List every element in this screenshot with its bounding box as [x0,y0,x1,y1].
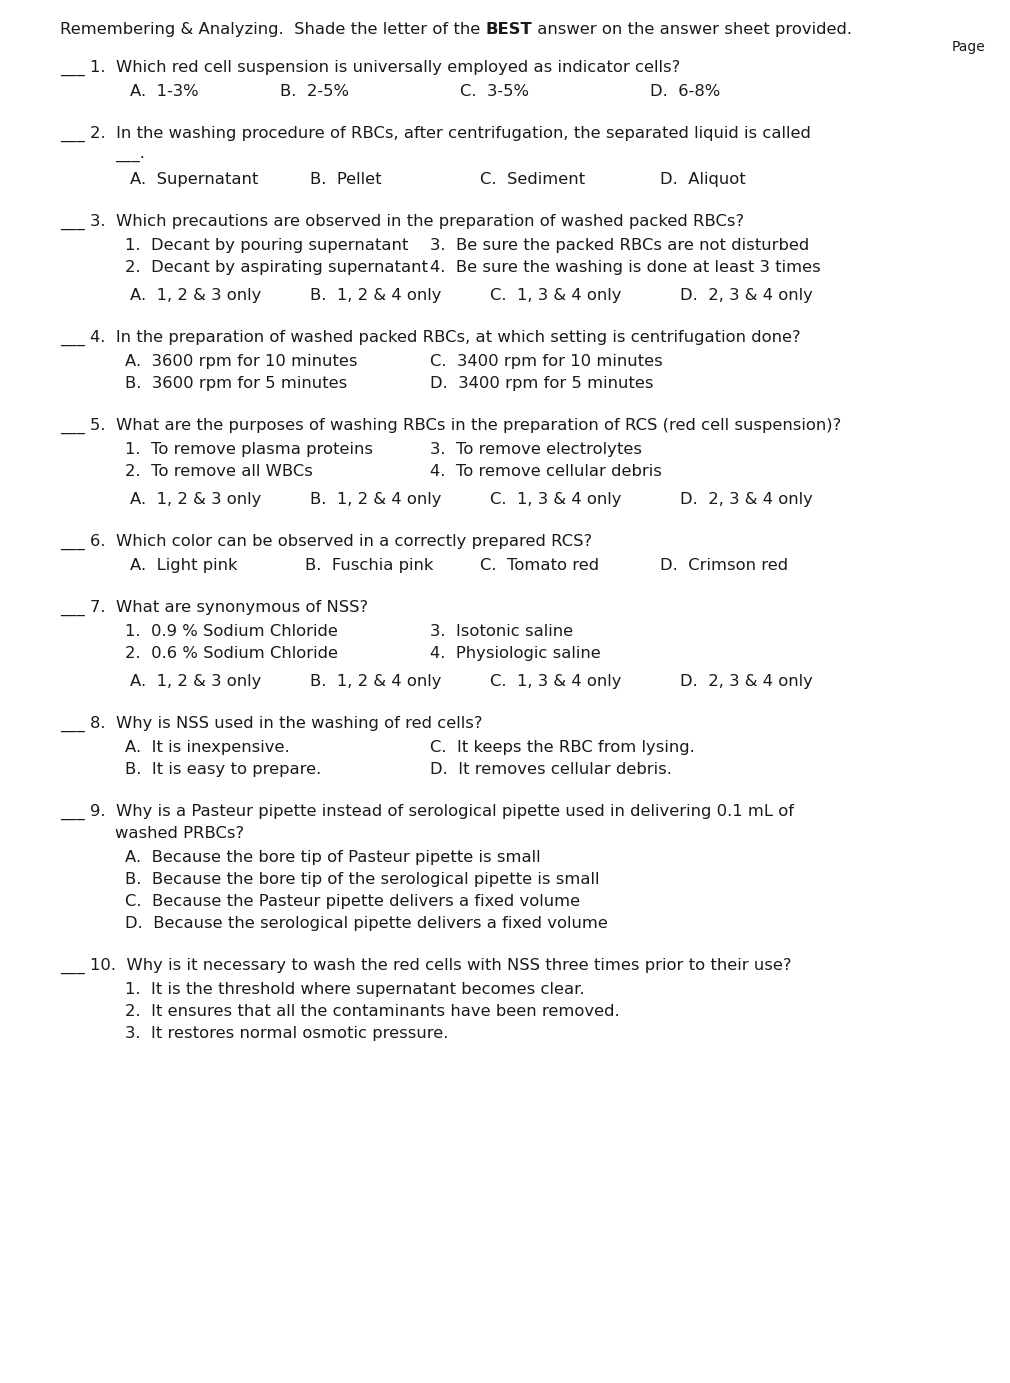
Text: B.  Pellet: B. Pellet [310,171,382,187]
Text: C.  Tomato red: C. Tomato red [480,557,599,573]
Text: 1.  It is the threshold where supernatant becomes clear.: 1. It is the threshold where supernatant… [125,982,585,997]
Text: 3.  Be sure the packed RBCs are not disturbed: 3. Be sure the packed RBCs are not distu… [430,238,809,253]
Text: A.  Light pink: A. Light pink [130,557,237,573]
Text: D.  6-8%: D. 6-8% [650,84,720,100]
Text: A.  Supernatant: A. Supernatant [130,171,259,187]
Text: 4.  Physiologic saline: 4. Physiologic saline [430,646,601,661]
Text: 4.  Be sure the washing is done at least 3 times: 4. Be sure the washing is done at least … [430,260,821,275]
Text: ___ 8.  Why is NSS used in the washing of red cells?: ___ 8. Why is NSS used in the washing of… [60,716,483,732]
Text: ___ 6.  Which color can be observed in a correctly prepared RCS?: ___ 6. Which color can be observed in a … [60,534,592,550]
Text: ___ 4.  In the preparation of washed packed RBCs, at which setting is centrifuga: ___ 4. In the preparation of washed pack… [60,331,801,346]
Text: 2.  To remove all WBCs: 2. To remove all WBCs [125,465,313,479]
Text: D.  2, 3 & 4 only: D. 2, 3 & 4 only [680,492,813,508]
Text: B.  2-5%: B. 2-5% [280,84,349,100]
Text: D.  3400 rpm for 5 minutes: D. 3400 rpm for 5 minutes [430,376,653,391]
Text: D.  2, 3 & 4 only: D. 2, 3 & 4 only [680,674,813,689]
Text: 2.  Decant by aspirating supernatant: 2. Decant by aspirating supernatant [125,260,428,275]
Text: D.  Crimson red: D. Crimson red [660,557,788,573]
Text: A.  1, 2 & 3 only: A. 1, 2 & 3 only [130,492,262,508]
Text: C.  3-5%: C. 3-5% [460,84,529,100]
Text: B.  1, 2 & 4 only: B. 1, 2 & 4 only [310,288,441,303]
Text: D.  2, 3 & 4 only: D. 2, 3 & 4 only [680,288,813,303]
Text: A.  1-3%: A. 1-3% [130,84,199,100]
Text: B.  It is easy to prepare.: B. It is easy to prepare. [125,762,321,777]
Text: ___ 2.  In the washing procedure of RBCs, after centrifugation, the separated li: ___ 2. In the washing procedure of RBCs,… [60,126,811,142]
Text: D.  It removes cellular debris.: D. It removes cellular debris. [430,762,672,777]
Text: BEST: BEST [486,22,532,37]
Text: B.  1, 2 & 4 only: B. 1, 2 & 4 only [310,674,441,689]
Text: ___ 5.  What are the purposes of washing RBCs in the preparation of RCS (red cel: ___ 5. What are the purposes of washing … [60,418,841,434]
Text: A.  Because the bore tip of Pasteur pipette is small: A. Because the bore tip of Pasteur pipet… [125,851,540,864]
Text: ___ 9.  Why is a Pasteur pipette instead of serological pipette used in deliveri: ___ 9. Why is a Pasteur pipette instead … [60,804,794,820]
Text: A.  3600 rpm for 10 minutes: A. 3600 rpm for 10 minutes [125,354,358,369]
Text: 1.  Decant by pouring supernatant: 1. Decant by pouring supernatant [125,238,408,253]
Text: C.  It keeps the RBC from lysing.: C. It keeps the RBC from lysing. [430,740,695,755]
Text: ___ 1.  Which red cell suspension is universally employed as indicator cells?: ___ 1. Which red cell suspension is univ… [60,59,681,76]
Text: C.  Because the Pasteur pipette delivers a fixed volume: C. Because the Pasteur pipette delivers … [125,893,580,909]
Text: A.  It is inexpensive.: A. It is inexpensive. [125,740,290,755]
Text: answer on the answer sheet provided.: answer on the answer sheet provided. [532,22,852,37]
Text: ___.: ___. [115,148,144,163]
Text: 2.  0.6 % Sodium Chloride: 2. 0.6 % Sodium Chloride [125,646,338,661]
Text: 3.  To remove electrolytes: 3. To remove electrolytes [430,443,642,456]
Text: 3.  It restores normal osmotic pressure.: 3. It restores normal osmotic pressure. [125,1026,448,1041]
Text: C.  1, 3 & 4 only: C. 1, 3 & 4 only [490,288,621,303]
Text: D.  Aliquot: D. Aliquot [660,171,745,187]
Text: C.  1, 3 & 4 only: C. 1, 3 & 4 only [490,674,621,689]
Text: A.  1, 2 & 3 only: A. 1, 2 & 3 only [130,288,262,303]
Text: 2.  It ensures that all the contaminants have been removed.: 2. It ensures that all the contaminants … [125,1004,619,1019]
Text: B.  Fuschia pink: B. Fuschia pink [305,557,433,573]
Text: ___ 7.  What are synonymous of NSS?: ___ 7. What are synonymous of NSS? [60,600,368,617]
Text: B.  Because the bore tip of the serological pipette is small: B. Because the bore tip of the serologic… [125,873,600,887]
Text: A.  1, 2 & 3 only: A. 1, 2 & 3 only [130,674,262,689]
Text: 4.  To remove cellular debris: 4. To remove cellular debris [430,465,662,479]
Text: B.  3600 rpm for 5 minutes: B. 3600 rpm for 5 minutes [125,376,347,391]
Text: 3.  Isotonic saline: 3. Isotonic saline [430,624,573,639]
Text: C.  3400 rpm for 10 minutes: C. 3400 rpm for 10 minutes [430,354,663,369]
Text: ___ 3.  Which precautions are observed in the preparation of washed packed RBCs?: ___ 3. Which precautions are observed in… [60,214,744,230]
Text: Remembering & Analyzing.  Shade the letter of the: Remembering & Analyzing. Shade the lette… [60,22,486,37]
Text: 1.  To remove plasma proteins: 1. To remove plasma proteins [125,443,373,456]
Text: C.  1, 3 & 4 only: C. 1, 3 & 4 only [490,492,621,508]
Text: Page: Page [951,40,985,54]
Text: B.  1, 2 & 4 only: B. 1, 2 & 4 only [310,492,441,508]
Text: ___ 10.  Why is it necessary to wash the red cells with NSS three times prior to: ___ 10. Why is it necessary to wash the … [60,958,792,974]
Text: D.  Because the serological pipette delivers a fixed volume: D. Because the serological pipette deliv… [125,916,608,931]
Text: 1.  0.9 % Sodium Chloride: 1. 0.9 % Sodium Chloride [125,624,338,639]
Text: washed PRBCs?: washed PRBCs? [115,826,244,841]
Text: C.  Sediment: C. Sediment [480,171,585,187]
